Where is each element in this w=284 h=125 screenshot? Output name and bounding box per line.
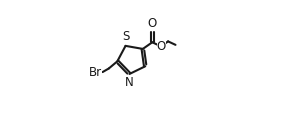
Text: O: O xyxy=(156,40,166,53)
Text: S: S xyxy=(122,30,129,44)
Text: O: O xyxy=(148,17,157,30)
Text: Br: Br xyxy=(89,66,102,79)
Text: N: N xyxy=(125,76,133,89)
